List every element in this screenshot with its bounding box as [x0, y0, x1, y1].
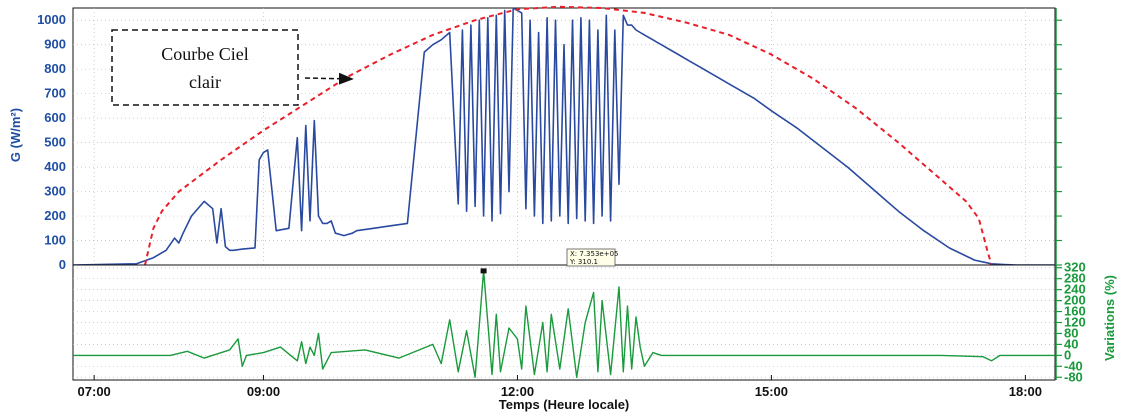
top-y-tick-label: 200 — [44, 208, 66, 223]
datatip: X: 7.353e+05 Y: 310.1 — [480, 248, 619, 274]
annotation-clear-sky: Courbe Ciel clair — [111, 29, 354, 106]
top-y-tick-label: 500 — [44, 135, 66, 150]
irradiance-series-line — [72, 7, 1055, 266]
annotation-line-2: clair — [189, 72, 221, 92]
top-y-tick-label: 100 — [44, 233, 66, 248]
bottom-y-tick-label: 160 — [1064, 304, 1086, 319]
bottom-y-tick-label: 200 — [1064, 293, 1086, 308]
datatip-box — [566, 248, 616, 267]
top-y-tick-label: 800 — [44, 61, 66, 76]
bottom-y-tick-label: 80 — [1064, 325, 1078, 340]
bottom-y-tick-label: 240 — [1064, 282, 1086, 297]
bottom-series-group — [73, 269, 1055, 378]
bottom-plot-area — [72, 264, 1056, 381]
y-axis-label-g: G (W/m²) — [8, 108, 23, 162]
clear-sky-series-line — [144, 5, 993, 266]
bottom-y-tick-label: 40 — [1064, 336, 1078, 351]
y-axis-label-variations: Variations (%) — [1102, 275, 1117, 361]
bottom-y-tick-label: 280 — [1064, 271, 1086, 286]
top-y-tick-label: 1000 — [37, 12, 66, 27]
top-y-tick-label: 900 — [44, 37, 66, 52]
bottom-y-tick-label: 0 — [1064, 347, 1071, 362]
bottom-y-tick-label: 320 — [1064, 260, 1086, 275]
top-y-tick-label: 400 — [44, 159, 66, 174]
top-y-tick-label: 0 — [59, 257, 66, 272]
variations-series-line — [73, 269, 1055, 378]
top-y-tick-labels: 0 100 200 300 400 500 600 700 800 900 1000 — [37, 12, 66, 272]
top-y-tick-label: 700 — [44, 86, 66, 101]
annotation-box — [111, 29, 299, 106]
annotation-line-1: Courbe Ciel — [161, 44, 249, 64]
bottom-y-tick-label: 120 — [1064, 315, 1086, 330]
datatip-marker — [480, 268, 487, 274]
datatip-y: Y: 310.1 — [569, 258, 598, 266]
x-axis-label: Temps (Heure locale) — [499, 397, 630, 412]
top-y-tick-label: 300 — [44, 184, 66, 199]
datatip-x: X: 7.353e+05 — [570, 250, 619, 258]
bottom-y-tick-label: -40 — [1064, 358, 1083, 373]
x-tick-label: 09:00 — [247, 384, 280, 399]
x-tick-labels: 07:00 09:00 12:00 15:00 18:00 — [78, 375, 1042, 399]
top-y-tick-label: 600 — [44, 110, 66, 125]
x-tick-label: 07:00 — [78, 384, 111, 399]
x-tick-label: 18:00 — [1009, 384, 1042, 399]
top-series-group — [72, 5, 1055, 266]
x-tick-label: 15:00 — [755, 384, 788, 399]
x-tick-label: 12:00 — [501, 384, 534, 399]
bottom-y-tick-label: -80 — [1064, 369, 1083, 384]
